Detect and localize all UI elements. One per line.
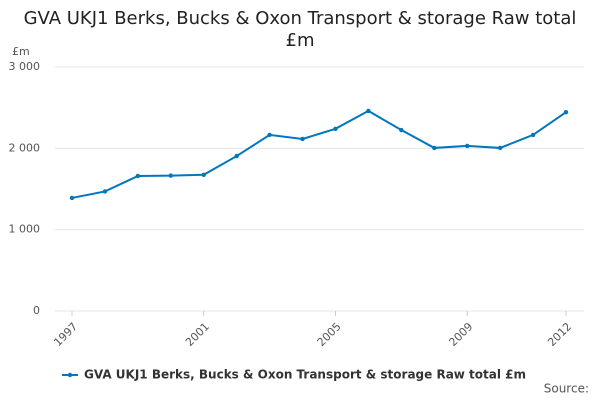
line <box>71 109 567 199</box>
point <box>300 136 305 142</box>
y-axis-label: £m <box>12 45 30 58</box>
point <box>432 145 437 151</box>
legend-marker <box>67 372 73 378</box>
point <box>563 109 569 115</box>
point <box>399 127 404 133</box>
point <box>497 145 503 151</box>
chart-title: GVA UKJ1 Berks, Bucks & Oxon Transport &… <box>23 8 577 51</box>
point <box>102 189 108 194</box>
x-tick-label: 2005 <box>315 320 344 349</box>
y-tick-label: 2 000 <box>9 141 41 154</box>
point <box>135 173 141 179</box>
source: Source: <box>544 382 589 396</box>
point <box>267 132 272 138</box>
y-tick-label: 0 <box>33 304 40 317</box>
x-tick-label: 1997 <box>51 320 80 349</box>
legend-label: GVA UKJ1 Berks, Bucks & Oxon Transport &… <box>84 368 526 382</box>
x-tick-label: 2009 <box>446 320 475 349</box>
point <box>333 126 338 132</box>
y-tick-label: 3 000 <box>9 60 41 73</box>
x-tick-label: 2001 <box>183 320 212 349</box>
x-tick-label: 2012 <box>545 320 574 349</box>
point <box>366 108 371 114</box>
point <box>234 153 239 159</box>
y-tick-label: 1 000 <box>9 223 41 236</box>
point <box>530 132 536 138</box>
point <box>69 195 75 201</box>
point <box>168 173 173 178</box>
point <box>201 172 206 177</box>
point <box>465 143 470 149</box>
